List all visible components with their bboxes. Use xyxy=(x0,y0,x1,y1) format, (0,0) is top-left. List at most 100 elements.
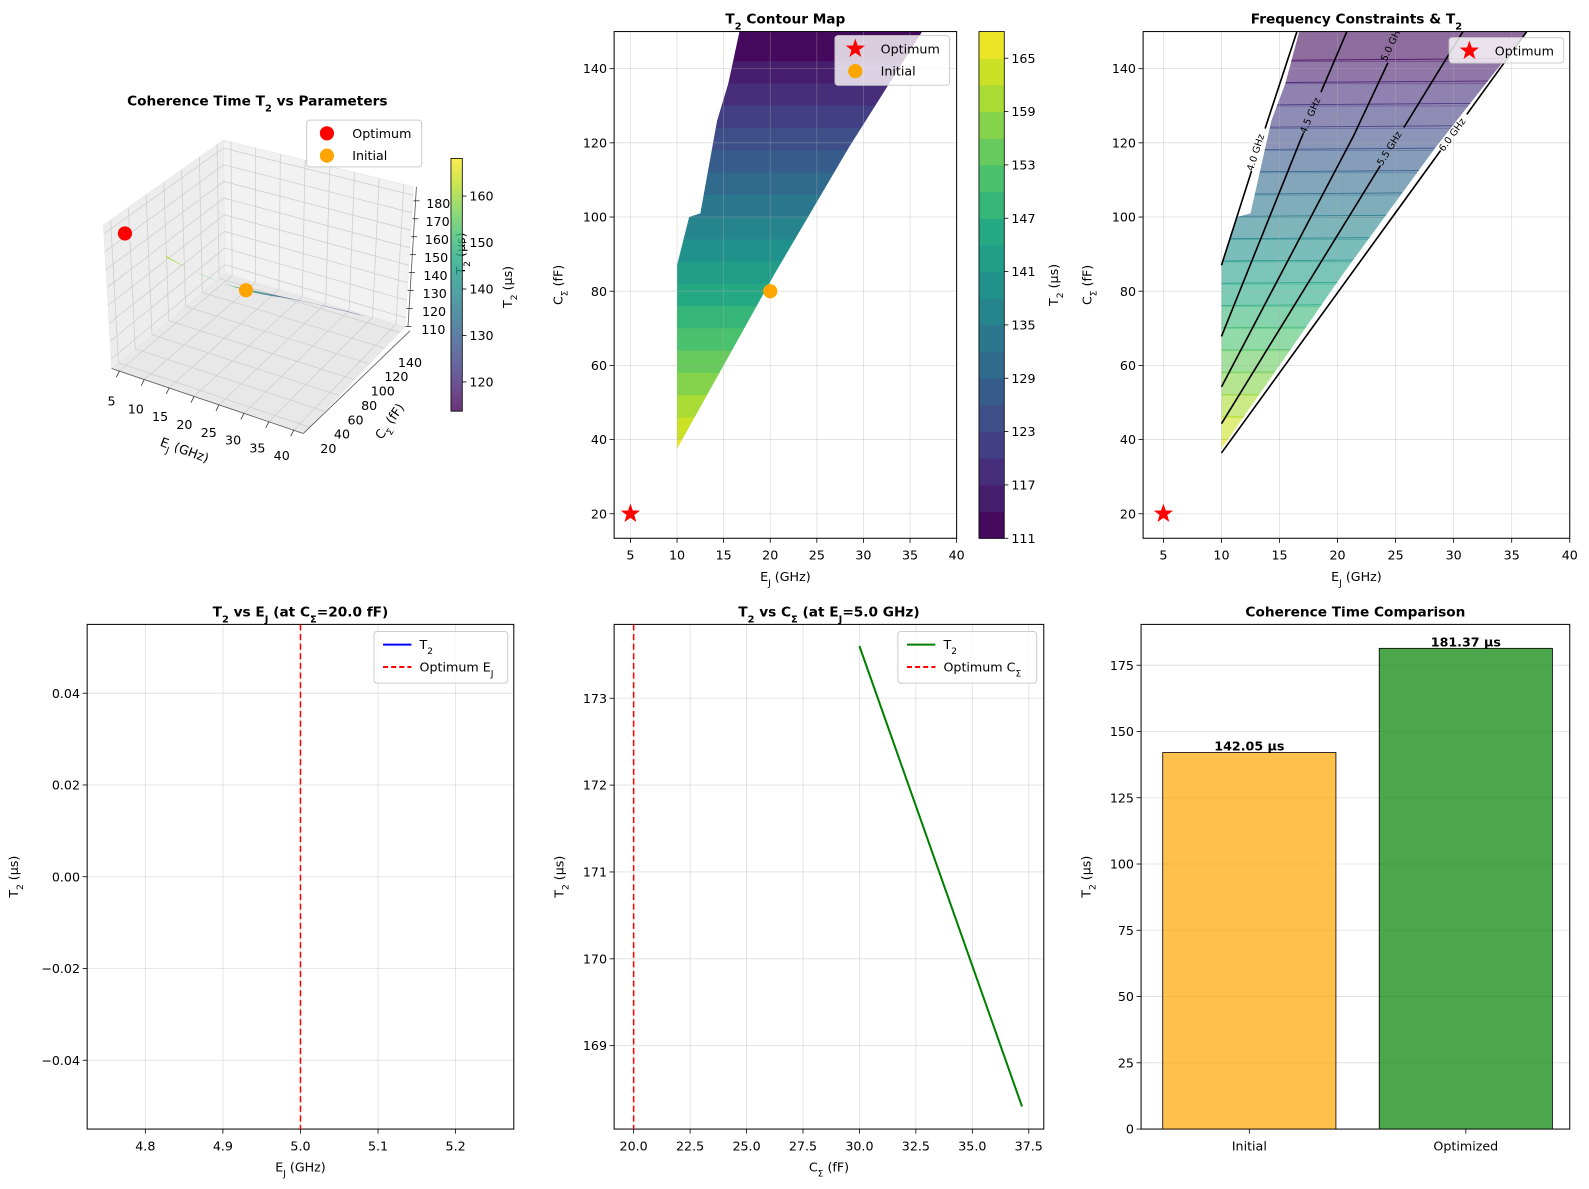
text-run: T xyxy=(1078,890,1093,899)
pane-gridline xyxy=(151,334,340,396)
colorbar-segment xyxy=(978,378,1005,406)
text-run: 0.00 xyxy=(52,869,80,884)
colorbar-tick-label: 117 xyxy=(1011,477,1035,492)
text-run: 130 xyxy=(469,328,493,343)
pane-gridline xyxy=(135,348,325,412)
x-tick-label: 25 xyxy=(201,425,217,440)
colorbar-segment xyxy=(978,271,1005,299)
text-run: 25 xyxy=(809,548,825,563)
text-run: 0.04 xyxy=(52,686,80,701)
x-tick-label: 5.2 xyxy=(446,1138,466,1153)
x-axis-label: EJ (GHz) xyxy=(275,1160,326,1180)
x-tick xyxy=(265,421,270,429)
text-run: 27.5 xyxy=(789,1138,817,1153)
x-axis-label: EJ (GHz) xyxy=(760,569,811,589)
axes-frame xyxy=(613,31,958,539)
subscript: Σ xyxy=(560,290,570,296)
text-run: (GHz) xyxy=(1342,569,1382,584)
y-tick-label: 20 xyxy=(1120,506,1136,521)
text-run: T xyxy=(500,300,515,309)
x-tick-label: 15 xyxy=(716,548,732,563)
x-tick-label: 30 xyxy=(1446,548,1462,563)
text-run: T xyxy=(738,604,748,620)
frequency-contour-lines xyxy=(1220,31,1528,454)
text-run: (at E xyxy=(798,604,839,620)
axes-frame xyxy=(613,623,1045,1130)
text-run: 5.1 xyxy=(368,1138,388,1153)
pane-gridline xyxy=(145,194,153,335)
text-run: 40 xyxy=(949,548,965,563)
x-tick xyxy=(240,413,245,420)
x-tick-label: 10 xyxy=(128,401,144,416)
text-run: (fF) xyxy=(1079,265,1094,291)
text-run: 100 xyxy=(1112,210,1136,225)
subscript: 2 xyxy=(1088,884,1098,890)
text-run: 150 xyxy=(469,235,493,250)
text-run: T xyxy=(1046,298,1061,307)
colorbar-tick-label: 123 xyxy=(1011,424,1035,439)
x-tick-label: 10 xyxy=(669,548,685,563)
text-run: 20 xyxy=(176,417,192,432)
colorbar-segment xyxy=(978,31,1005,59)
pane-gridline xyxy=(110,264,226,360)
text-run: vs E xyxy=(229,604,265,620)
subscript: J xyxy=(767,579,771,589)
pane-gridline xyxy=(181,169,186,307)
text-run: T xyxy=(725,11,735,27)
colorbar-tick-label: 160 xyxy=(469,189,493,204)
legend-label: T2 xyxy=(942,637,957,657)
text-run: 60 xyxy=(348,412,364,427)
text-run: 173 xyxy=(583,691,607,706)
text-run: T xyxy=(419,637,428,652)
t2-vs-c-legend: T2 Optimum CΣ xyxy=(897,630,1038,684)
coherence-comparison-axes: Initial Optimized 0 25 50 75 100 125 150 175 Coher… xyxy=(1078,604,1571,1153)
pane-gridline xyxy=(224,247,407,301)
x-tick-label: 40 xyxy=(1562,548,1578,563)
text-run: 141 xyxy=(1011,264,1035,279)
y-tick-label: 173 xyxy=(583,691,607,706)
text-run: 20 xyxy=(1120,506,1136,521)
y-tick-label: 80 xyxy=(1120,284,1136,299)
surface-legend: Optimum Initial xyxy=(306,119,423,168)
text-run: 100 xyxy=(1110,857,1134,872)
x-tick xyxy=(115,370,120,378)
legend-label: Optimum xyxy=(881,41,940,56)
colorbar-tick-label: 129 xyxy=(1011,371,1035,386)
text-run: 30 xyxy=(225,433,241,448)
y-tick-label: 100 xyxy=(371,384,395,399)
subscript: J xyxy=(163,446,170,457)
text-run: 100 xyxy=(583,210,607,225)
x-tick xyxy=(215,404,220,412)
text-run: 35 xyxy=(902,548,918,563)
pane-gridline xyxy=(224,264,406,319)
text-run: (μs) xyxy=(6,856,21,885)
subscript: Σ xyxy=(818,1170,824,1180)
x-axis-line xyxy=(111,368,304,434)
text-run: (fF) xyxy=(823,1160,849,1175)
text-run: 5 xyxy=(1159,548,1167,563)
colorbar-tick-label: 159 xyxy=(1011,104,1035,119)
y-tick-label: 80 xyxy=(361,398,377,413)
x-tick-label: 5 xyxy=(626,548,634,563)
text-run: 25 xyxy=(201,425,217,440)
z-tick-label: 180 xyxy=(426,196,450,211)
legend-frame xyxy=(834,35,951,86)
y-axis-label: T2 (μs) xyxy=(551,856,571,899)
colorbar-tick-label: 150 xyxy=(469,235,493,250)
pane-gridline xyxy=(218,303,327,406)
pane-gridline xyxy=(103,147,224,235)
text-run: 5 xyxy=(107,394,115,409)
colorbar-bar xyxy=(450,158,463,412)
x-tick-label: 5 xyxy=(107,394,115,409)
text-run: −0.02 xyxy=(41,961,80,976)
x-tick xyxy=(165,387,170,395)
text-run: 25.0 xyxy=(732,1138,760,1153)
text-run: 123 xyxy=(1011,424,1035,439)
y-tick-label: 0.04 xyxy=(52,686,80,701)
colorbar-segment xyxy=(978,458,1005,486)
optimum-star-marker xyxy=(620,503,641,522)
y-tick-label: 140 xyxy=(583,61,607,76)
pane-gridline xyxy=(301,160,306,297)
x-tick-label: 10 xyxy=(1213,548,1229,563)
text-run: 120 xyxy=(422,304,446,319)
